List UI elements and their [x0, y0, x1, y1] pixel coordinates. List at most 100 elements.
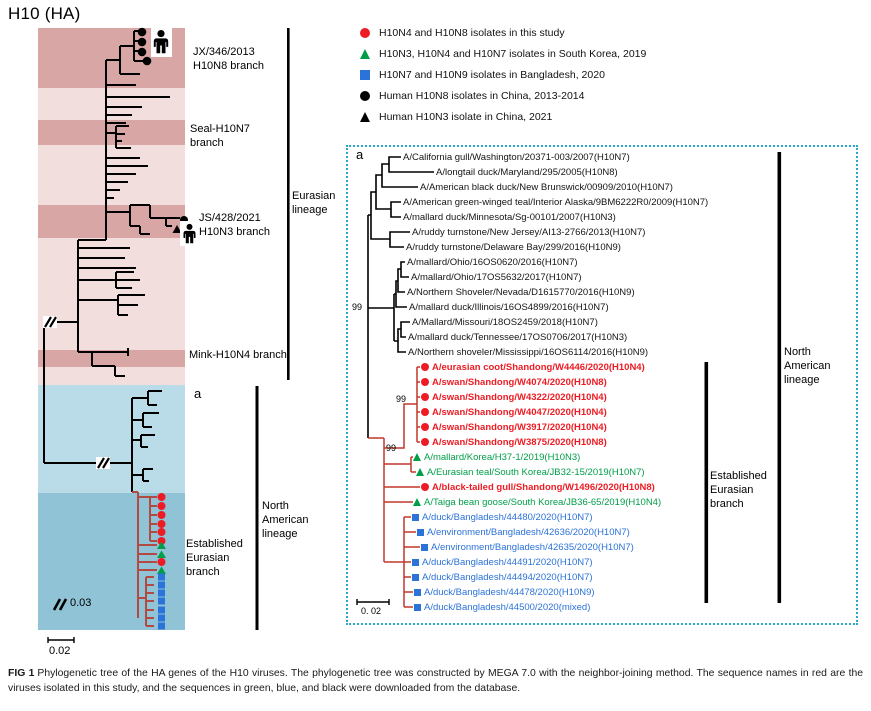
legend-item: H10N7 and H10N9 isolates in Bangladesh, …: [360, 68, 605, 82]
blue-square-icon: [414, 588, 421, 596]
taxon-row: A/Taiga bean goose/South Korea/JB36-65/2…: [413, 496, 661, 508]
taxon-label: A/mallard duck/Minnesota/Sg-00101/2007(H…: [403, 211, 616, 223]
taxon-row: A/duck/Bangladesh/44480/2020(H10N7): [412, 511, 593, 523]
taxon-row: A/Eurasian teal/South Korea/JB32-15/2019…: [416, 466, 645, 478]
green-triangle-icon: [413, 453, 421, 461]
bracket-eurasian-lineage: [287, 28, 290, 380]
legend-label: H10N4 and H10N8 isolates in this study: [379, 27, 565, 39]
taxon-label: A/black-tailed gull/Shandong/W1496/2020(…: [432, 481, 655, 493]
red-circle-icon: [421, 378, 429, 386]
blue-square-icon: [412, 558, 419, 566]
north-american-lineage-label-right: North American lineage: [784, 346, 831, 386]
legend-item: Human H10N8 isolates in China, 2013-2014: [360, 89, 584, 103]
right-scale-value: 0. 02: [361, 606, 382, 616]
taxon-label: A/swan/Shandong/W3917/2020(H10N4): [432, 421, 607, 433]
taxon-row: A/duck/Bangladesh/44500/2020(mixed): [414, 601, 590, 613]
taxon-label: A/environment/Bangladesh/42635/2020(H10N…: [431, 541, 634, 553]
bootstrap-value: 99: [352, 302, 363, 312]
red-circle-icon: [421, 483, 429, 491]
branch-break-marks: [43, 316, 110, 469]
inset-panel-box: [346, 145, 858, 625]
taxon-label: A/mallard/Ohio/16OS0620/2016(H10N7): [407, 256, 578, 268]
bootstrap-value: 99: [386, 443, 397, 453]
taxon-row: A/American green-winged teal/Interior Al…: [403, 196, 708, 208]
black-circle-icon: [137, 37, 147, 47]
red-circle-icon: [421, 438, 429, 446]
taxon-label: A/environment/Bangladesh/42636/2020(H10N…: [427, 526, 630, 538]
taxon-label: A/ruddy turnstone/Delaware Bay/299/2016(…: [406, 241, 621, 253]
legend-item: H10N4 and H10N8 isolates in this study: [360, 26, 565, 40]
shaded-band: [38, 28, 185, 88]
taxon-label: A/mallard/Korea/H37-1/2019(H10N3): [424, 451, 581, 463]
taxon-row: A/ruddy turnstone/New Jersey/AI13-2766/2…: [412, 226, 645, 238]
taxon-row: A/longtail duck/Maryland/295/2005(H10N8): [436, 166, 618, 178]
shaded-band: [38, 385, 185, 493]
taxon-row: A/duck/Bangladesh/44494/2020(H10N7): [412, 571, 593, 583]
blue-square-icon: [417, 528, 424, 536]
human-h10n8-markers: [137, 27, 172, 66]
legend-label: H10N7 and H10N9 isolates in Bangladesh, …: [379, 69, 605, 81]
taxon-label: A/American green-winged teal/Interior Al…: [403, 196, 709, 208]
shaded-band: [38, 205, 185, 238]
legend-label: Human H10N3 isolate in China, 2021: [379, 111, 553, 123]
taxon-label: A/duck/Bangladesh/44480/2020(H10N7): [422, 511, 593, 523]
taxon-row: A/mallard duck/Illinois/16OS4899/2016(H1…: [409, 301, 609, 313]
taxon-row: A/swan/Shandong/W3875/2020(H10N8): [421, 436, 607, 448]
blue-square-icon: [158, 614, 165, 622]
shaded-band: [38, 145, 185, 205]
blue-square-icon: [158, 597, 165, 605]
red-circle-icon: [157, 558, 166, 566]
bootstrap-value: 99: [396, 394, 407, 404]
caption-tag: FIG 1: [8, 668, 35, 679]
human-h10n3-markers: [172, 216, 198, 246]
black-triangle-icon: [172, 225, 182, 233]
shaded-band: [38, 120, 185, 145]
taxon-row: A/swan/Shandong/W3917/2020(H10N4): [421, 421, 607, 433]
taxon-label: A/duck/Bangladesh/44491/2020(H10N7): [422, 556, 593, 568]
eurasian-lineage-label: Eurasian lineage: [292, 190, 336, 216]
circle-red-icon: [360, 28, 370, 38]
taxon-label: A/California gull/Washington/20371-003/2…: [403, 151, 630, 163]
branch-label-seal: Seal-H10N7 branch: [190, 123, 250, 149]
blue-square-icon: [414, 603, 421, 611]
caption-text: Phylogenetic tree of the HA genes of the…: [8, 668, 864, 695]
red-circle-icon: [157, 528, 166, 536]
taxon-row: A/black-tailed gull/Shandong/W1496/2020(…: [421, 481, 655, 493]
shaded-band: [38, 367, 185, 385]
taxon-label: A/swan/Shandong/W4047/2020(H10N4): [432, 406, 607, 418]
legend-label: Human H10N8 isolates in China, 2013-2014: [379, 90, 585, 102]
red-circle-icon: [157, 511, 166, 519]
north-american-lineage-label-left: North American lineage: [262, 500, 309, 540]
green-triangle-icon: [413, 498, 421, 506]
scale-break-icon: [52, 598, 68, 611]
left-tree-black-branches: [43, 30, 180, 492]
black-circle-icon: [180, 216, 188, 224]
legend-label: H10N3, H10N4 and H10N7 isolates in South…: [379, 48, 647, 60]
taxon-label: A/American black duck/New Brunswick/0090…: [420, 181, 673, 193]
figure-caption: FIG 1 Phylogenetic tree of the HA genes o…: [8, 666, 863, 697]
red-circle-icon: [421, 393, 429, 401]
green-triangle-icon: [157, 550, 166, 558]
figure-title: H10 (HA): [8, 4, 81, 23]
red-circle-icon: [421, 423, 429, 431]
green-triangle-icon: [157, 566, 166, 574]
blue-square-icon: [412, 513, 419, 521]
branch-label-mink: Mink-H10N4 branch: [189, 349, 287, 361]
taxon-label: A/swan/Shandong/W4322/2020(H10N4): [432, 391, 607, 403]
taxon-row: A/mallard/Korea/H37-1/2019(H10N3): [413, 451, 580, 463]
branch-label-js428: JS/428/2021 H10N3 branch: [199, 212, 270, 238]
triangle-green-icon: [360, 49, 370, 59]
taxon-label: A/eurasian coot/Shandong/W4446/2020(H10N…: [432, 361, 645, 373]
taxon-row: A/mallard/Ohio/16OS0620/2016(H10N7): [407, 256, 578, 268]
circle-black-icon: [360, 91, 370, 101]
taxon-label: A/ruddy turnstone/New Jersey/AI13-2766/2…: [412, 226, 646, 238]
panel-a-label-left: a: [194, 386, 202, 401]
taxon-label: A/duck/Bangladesh/44494/2020(H10N7): [422, 571, 593, 583]
left-inner-scale-value: 0.03: [70, 597, 92, 609]
taxon-label: A/longtail duck/Maryland/295/2005(H10N8): [436, 166, 618, 178]
red-circle-icon: [157, 520, 166, 528]
blue-square-icon: [158, 581, 165, 589]
taxon-row: A/swan/Shandong/W4322/2020(H10N4): [421, 391, 607, 403]
black-circle-icon: [137, 27, 147, 37]
taxon-row: A/environment/Bangladesh/42635/2020(H10N…: [421, 541, 634, 553]
